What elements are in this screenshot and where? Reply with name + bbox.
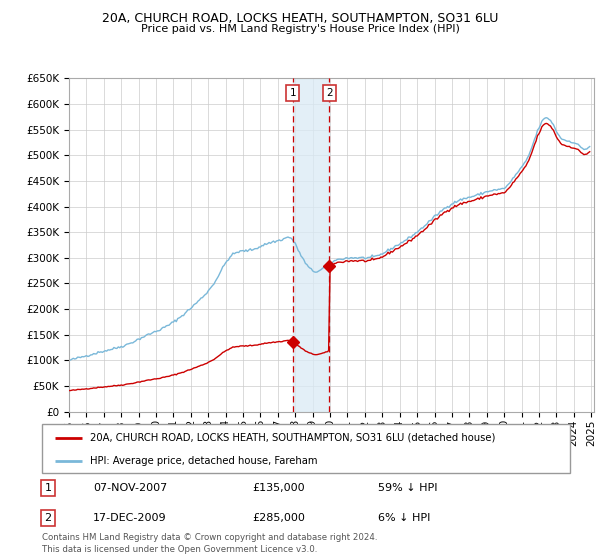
Text: 59% ↓ HPI: 59% ↓ HPI <box>378 483 437 493</box>
Text: 17-DEC-2009: 17-DEC-2009 <box>93 513 167 523</box>
Text: 07-NOV-2007: 07-NOV-2007 <box>93 483 167 493</box>
Text: 20A, CHURCH ROAD, LOCKS HEATH, SOUTHAMPTON, SO31 6LU (detached house): 20A, CHURCH ROAD, LOCKS HEATH, SOUTHAMPT… <box>89 433 495 443</box>
Text: £135,000: £135,000 <box>252 483 305 493</box>
Text: 2: 2 <box>44 513 52 523</box>
Text: HPI: Average price, detached house, Fareham: HPI: Average price, detached house, Fare… <box>89 456 317 466</box>
Text: 1: 1 <box>44 483 52 493</box>
Text: 20A, CHURCH ROAD, LOCKS HEATH, SOUTHAMPTON, SO31 6LU: 20A, CHURCH ROAD, LOCKS HEATH, SOUTHAMPT… <box>102 12 498 25</box>
Text: Price paid vs. HM Land Registry's House Price Index (HPI): Price paid vs. HM Land Registry's House … <box>140 24 460 34</box>
Text: 6% ↓ HPI: 6% ↓ HPI <box>378 513 430 523</box>
Text: 1: 1 <box>289 88 296 99</box>
Text: £285,000: £285,000 <box>252 513 305 523</box>
Bar <box>293 78 329 412</box>
Text: Contains HM Land Registry data © Crown copyright and database right 2024.
This d: Contains HM Land Registry data © Crown c… <box>42 533 377 554</box>
Text: 2: 2 <box>326 88 332 99</box>
